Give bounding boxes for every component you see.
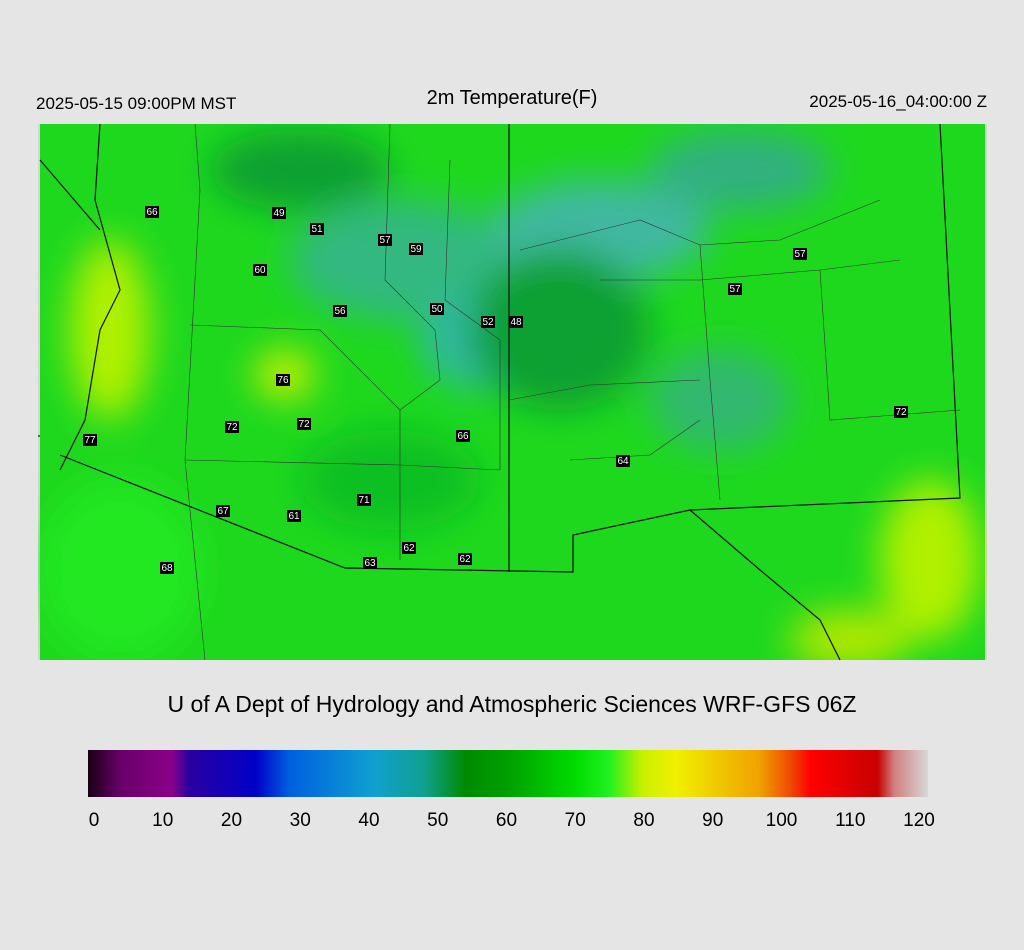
station-value: 67 <box>217 506 229 517</box>
station-box <box>160 562 174 574</box>
station-box <box>363 557 377 569</box>
station-value: 68 <box>161 563 173 574</box>
station-box <box>458 553 472 565</box>
station-box <box>83 434 97 446</box>
station-box <box>481 316 495 328</box>
station-box <box>310 223 324 235</box>
station-value: 76 <box>277 375 289 386</box>
colorbar-tick-label: 30 <box>290 810 311 831</box>
station-box <box>509 316 523 328</box>
station-value: 72 <box>298 419 310 430</box>
station-value: 66 <box>457 431 469 442</box>
station-value: 59 <box>410 244 422 255</box>
station-box <box>894 406 908 418</box>
station-box <box>287 510 301 522</box>
station-value: 48 <box>510 317 522 328</box>
station-value: 52 <box>482 317 494 328</box>
station-value: 72 <box>895 407 907 418</box>
valid-time-local: 2025-05-15 09:00PM MST <box>36 94 236 113</box>
station-box <box>297 418 311 430</box>
station-value: 51 <box>311 224 323 235</box>
station-box <box>378 234 392 246</box>
station-value: 56 <box>334 306 346 317</box>
colorbar-tick-label: 80 <box>633 810 654 831</box>
colorbar-tick-label: 20 <box>221 810 242 831</box>
station-box <box>145 206 159 218</box>
station-box <box>793 248 807 260</box>
colorbar-tick-label: 70 <box>565 810 586 831</box>
colorbar-tick-label: 50 <box>427 810 448 831</box>
station-value: 61 <box>288 511 300 522</box>
station-box <box>430 303 444 315</box>
station-value: 71 <box>358 495 370 506</box>
station-box <box>616 455 630 467</box>
colorbar-tick-label: 120 <box>903 810 935 831</box>
colorbar-tick-label: 0 <box>89 810 100 831</box>
colorbar-tick-label: 90 <box>702 810 723 831</box>
station-value: 72 <box>226 422 238 433</box>
colorbar-ticks: 0 10 20 30 40 50 60 70 80 90 100 110 120 <box>89 810 935 831</box>
credit: U of A Dept of Hydrology and Atmospheric… <box>167 691 856 717</box>
station-value: 62 <box>459 554 471 565</box>
colorbar-tick-label: 40 <box>358 810 379 831</box>
station-value: 49 <box>273 208 285 219</box>
station-box <box>456 430 470 442</box>
station-value: 50 <box>431 304 443 315</box>
station-box <box>276 374 290 386</box>
station-box <box>333 305 347 317</box>
colorbar-tick-label: 60 <box>496 810 517 831</box>
station-labels: 66 49 51 57 59 60 56 50 52 48 76 72 72 66 77 67 61 71 62 62… <box>83 206 908 574</box>
colorbar <box>88 750 928 797</box>
temperature-map <box>38 124 987 660</box>
station-value: 60 <box>254 265 266 276</box>
station-value: 57 <box>379 235 391 246</box>
station-value: 77 <box>84 435 96 446</box>
colorbar-tick-label: 110 <box>835 810 865 831</box>
station-box <box>216 505 230 517</box>
colorbar-tick-label: 100 <box>766 810 798 831</box>
station-value: 62 <box>403 543 415 554</box>
map-title: 2m Temperature(F) <box>427 87 598 109</box>
station-value: 63 <box>364 558 376 569</box>
station-box <box>253 264 267 276</box>
station-value: 57 <box>794 249 806 260</box>
station-box <box>225 421 239 433</box>
station-value: 57 <box>729 284 741 295</box>
colorbar-tick-label: 10 <box>152 810 173 831</box>
station-box <box>728 283 742 295</box>
station-box <box>272 207 286 219</box>
station-value: 66 <box>146 207 158 218</box>
station-value: 64 <box>617 456 629 467</box>
station-box <box>402 542 416 554</box>
valid-time-utc: 2025-05-16_04:00:00 Z <box>809 92 987 111</box>
station-box <box>357 494 371 506</box>
station-box <box>409 243 423 255</box>
